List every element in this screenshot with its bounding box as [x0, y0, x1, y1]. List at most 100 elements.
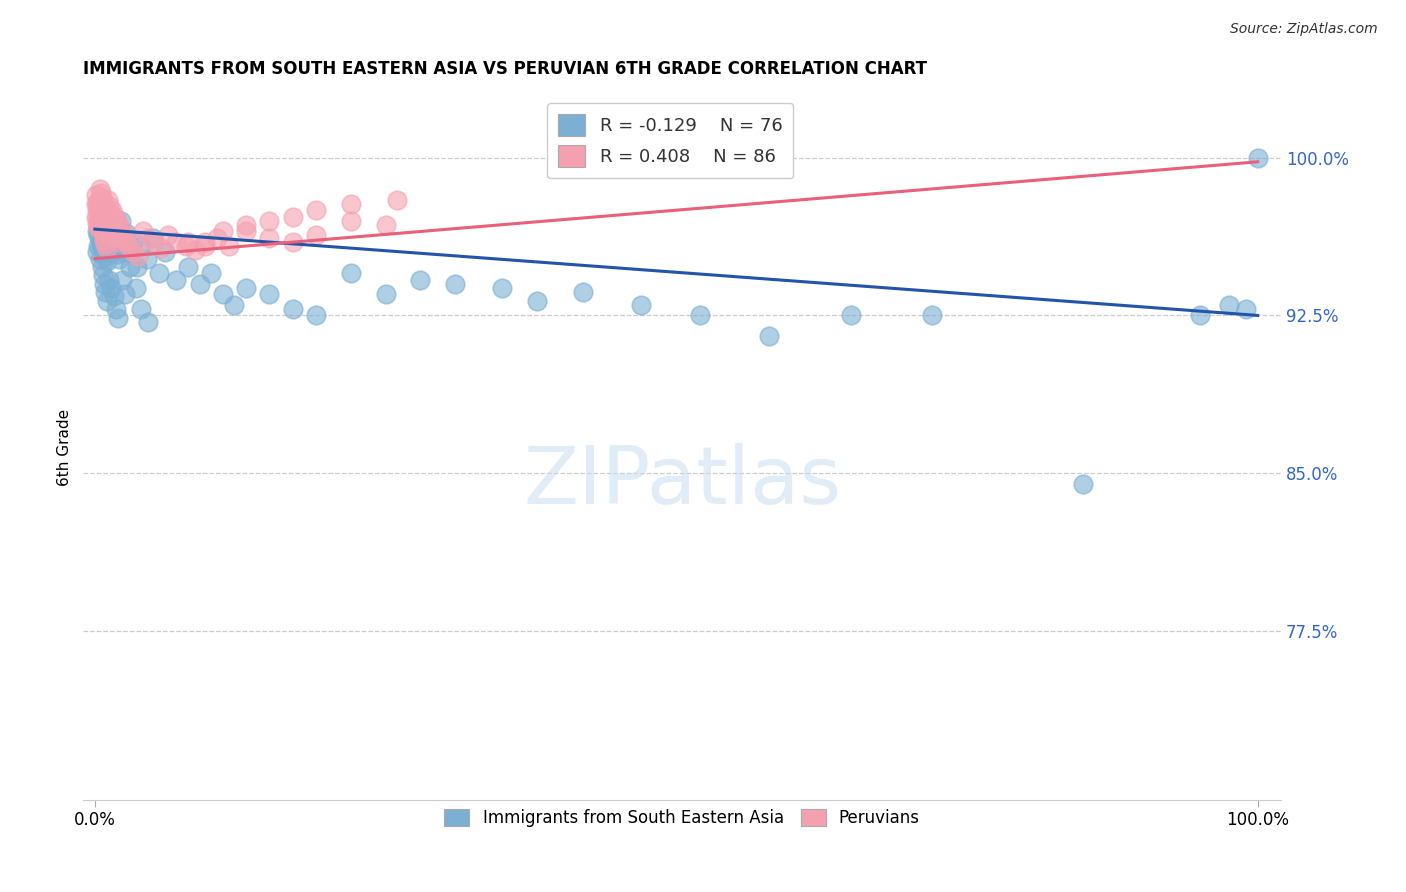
Point	[84, 210, 107, 224]
Point	[758, 329, 780, 343]
Point	[97, 218, 120, 232]
Point	[124, 281, 146, 295]
Point	[101, 235, 124, 249]
Point	[86, 194, 108, 209]
Point	[174, 239, 197, 253]
Point	[115, 235, 138, 249]
Point	[387, 193, 409, 207]
Point	[339, 266, 361, 280]
Point	[89, 182, 111, 196]
Point	[93, 201, 115, 215]
Point	[97, 273, 120, 287]
Point	[94, 236, 117, 251]
Point	[259, 230, 281, 244]
Point	[259, 287, 281, 301]
Point	[89, 213, 111, 227]
Point	[100, 218, 122, 232]
Point	[235, 218, 257, 232]
Point	[138, 315, 160, 329]
Point	[444, 277, 467, 291]
Point	[409, 273, 432, 287]
Point	[94, 205, 117, 219]
Point	[1218, 298, 1240, 312]
Point	[96, 241, 118, 255]
Point	[101, 203, 124, 218]
Point	[101, 213, 124, 227]
Point	[108, 224, 131, 238]
Point	[93, 203, 115, 218]
Point	[91, 197, 114, 211]
Y-axis label: 6th Grade: 6th Grade	[58, 409, 72, 485]
Point	[89, 203, 111, 218]
Point	[90, 236, 112, 251]
Point	[122, 245, 145, 260]
Point	[104, 228, 127, 243]
Point	[96, 210, 118, 224]
Point	[107, 235, 129, 249]
Point	[86, 203, 108, 218]
Point	[103, 289, 125, 303]
Point	[97, 213, 120, 227]
Point	[165, 273, 187, 287]
Point	[157, 228, 180, 243]
Point	[339, 213, 361, 227]
Point	[112, 228, 135, 243]
Point	[103, 224, 125, 238]
Point	[224, 298, 246, 312]
Point	[97, 239, 120, 253]
Point	[104, 227, 127, 241]
Point	[98, 227, 121, 241]
Point	[188, 277, 211, 291]
Point	[112, 245, 135, 260]
Point	[281, 302, 304, 317]
Point	[96, 293, 118, 308]
Point	[177, 260, 200, 274]
Text: Source: ZipAtlas.com: Source: ZipAtlas.com	[1230, 22, 1378, 37]
Point	[98, 228, 121, 243]
Point	[143, 235, 166, 249]
Point	[87, 228, 110, 243]
Point	[105, 213, 128, 227]
Point	[91, 194, 114, 209]
Point	[127, 250, 149, 264]
Point	[211, 224, 233, 238]
Point	[90, 241, 112, 255]
Point	[148, 266, 170, 280]
Point	[374, 218, 396, 232]
Point	[118, 260, 141, 274]
Point	[90, 218, 112, 232]
Point	[194, 235, 217, 249]
Point	[90, 211, 112, 226]
Point	[125, 260, 148, 274]
Point	[91, 228, 114, 243]
Point	[90, 235, 112, 249]
Title: IMMIGRANTS FROM SOUTH EASTERN ASIA VS PERUVIAN 6TH GRADE CORRELATION CHART: IMMIGRANTS FROM SOUTH EASTERN ASIA VS PE…	[83, 60, 928, 78]
Point	[107, 310, 129, 325]
Point	[96, 253, 118, 268]
Point	[921, 309, 943, 323]
Point	[165, 235, 187, 249]
Point	[839, 309, 862, 323]
Point	[281, 210, 304, 224]
Point	[111, 273, 134, 287]
Point	[526, 293, 548, 308]
Point	[93, 277, 115, 291]
Point	[111, 230, 134, 244]
Point	[104, 302, 127, 317]
Point	[100, 210, 122, 224]
Point	[104, 210, 127, 224]
Point	[122, 235, 145, 249]
Point	[90, 224, 112, 238]
Text: ZIPatlas: ZIPatlas	[523, 443, 841, 521]
Point	[200, 266, 222, 280]
Point	[90, 186, 112, 201]
Point	[572, 285, 595, 300]
Point	[305, 309, 328, 323]
Point	[142, 230, 165, 244]
Legend: Immigrants from South Eastern Asia, Peruvians: Immigrants from South Eastern Asia, Peru…	[437, 802, 927, 833]
Point	[104, 222, 127, 236]
Point	[97, 199, 120, 213]
Point	[118, 241, 141, 255]
Point	[87, 199, 110, 213]
Point	[105, 247, 128, 261]
